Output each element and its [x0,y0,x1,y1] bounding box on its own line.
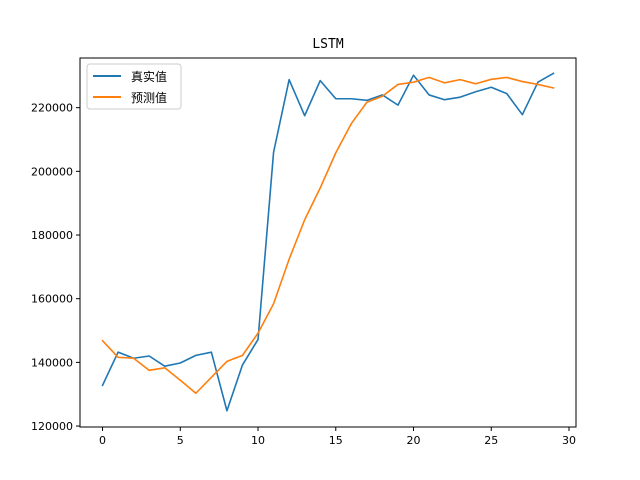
y-tick-label: 140000 [31,356,73,369]
y-axis-ticks: 120000 140000 160000 180000 200000 220000 [31,102,80,433]
series-line-predicted [101,76,555,395]
x-tick-label: 15 [329,434,343,447]
y-tick-label: 200000 [31,165,73,178]
chart-title: LSTM [312,37,343,52]
x-tick-label: 0 [99,434,106,447]
plot-frame [79,57,577,428]
y-tick-label: 180000 [31,229,73,242]
y-tick-label: 220000 [31,102,73,115]
x-tick-label: 10 [251,434,265,447]
series-layer [101,72,555,412]
legend-label-predicted: 预测值 [131,90,167,105]
x-tick-label: 30 [562,434,576,447]
y-tick-label: 120000 [31,420,73,433]
x-tick-label: 25 [484,434,498,447]
series-line-actual [101,72,555,412]
x-axis-ticks: 0 5 10 15 20 25 30 [99,427,576,447]
x-tick-label: 5 [177,434,184,447]
y-tick-label: 160000 [31,293,73,306]
legend-label-actual: 真实值 [131,69,167,84]
legend: 真实值 预测值 [86,63,182,110]
x-tick-label: 20 [407,434,421,447]
